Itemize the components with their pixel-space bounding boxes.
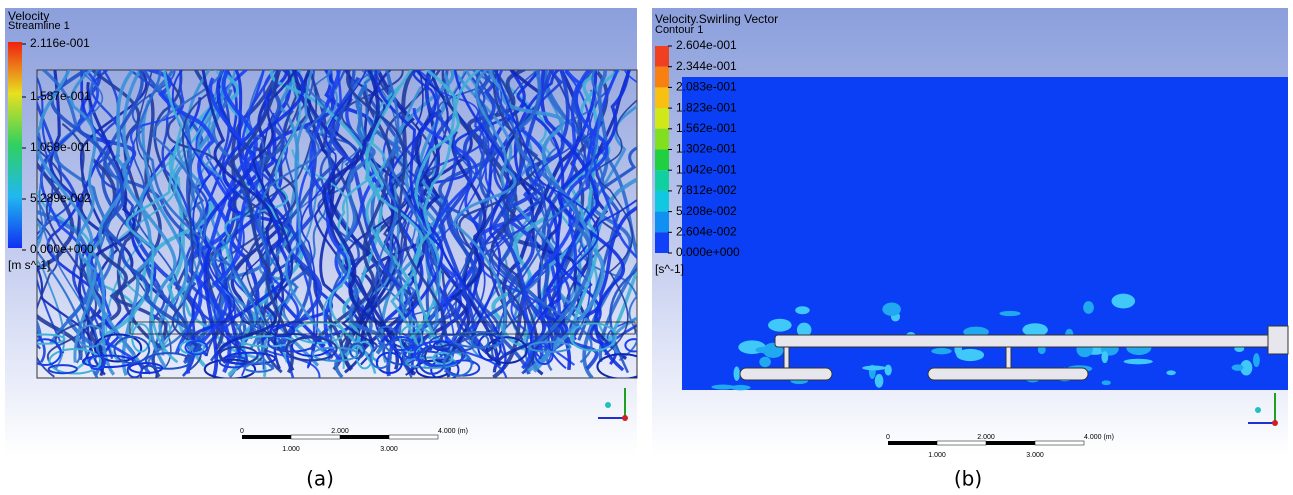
legend-label: 5.208e-002 xyxy=(676,204,737,218)
legend-label: 7.812e-002 xyxy=(676,183,737,197)
colorbar-band xyxy=(655,67,669,88)
legend-label: 2.344e-001 xyxy=(676,59,737,73)
contour-patch xyxy=(711,385,734,390)
legend-label: 2.604e-002 xyxy=(676,224,737,238)
colorbar-band xyxy=(655,170,669,191)
contour-patch xyxy=(956,349,984,361)
colorbar-band xyxy=(655,46,669,67)
scale-label: 2.000 xyxy=(331,428,349,435)
contour-patch xyxy=(1166,370,1176,375)
contour-patch xyxy=(1083,301,1094,314)
contour-patch xyxy=(1232,364,1244,370)
legend-label: 5.289e-002 xyxy=(30,191,91,205)
contour-patch xyxy=(795,306,809,314)
contour-patch xyxy=(759,357,771,368)
legend-label: 1.587e-001 xyxy=(30,89,91,103)
scale-label: 1.000 xyxy=(282,446,300,453)
page: {"panels": [ {"title": "Velocity", "subt… xyxy=(0,0,1293,495)
colorbar-band xyxy=(655,87,669,108)
legend-label: 1.562e-001 xyxy=(676,121,737,135)
colorbar-band xyxy=(655,232,669,253)
contour-patch xyxy=(931,348,951,355)
scale-label: 0 xyxy=(240,428,244,435)
caption: (b) xyxy=(954,467,982,491)
colorbar-band xyxy=(655,191,669,212)
legend-label: 1.302e-001 xyxy=(676,142,737,156)
legend-unit: [m s^-1] xyxy=(8,258,50,272)
contour-patch xyxy=(1253,353,1260,367)
contour-patch xyxy=(862,366,886,371)
legend-label: 1.058e-001 xyxy=(30,140,91,154)
figure: VelocityStreamline 12.116e-0011.587e-001… xyxy=(0,0,1293,495)
legend-label: 1.823e-001 xyxy=(676,100,737,114)
colorbar-band xyxy=(655,108,669,129)
colorbar-band xyxy=(655,150,669,171)
legend-label: 0.000e+000 xyxy=(30,242,94,256)
contour-patch xyxy=(875,374,884,388)
scale-label: 0 xyxy=(886,434,890,441)
scale-label: 3.000 xyxy=(380,446,398,453)
legend-label: 1.042e-001 xyxy=(676,162,737,176)
scale-label: 2.000 xyxy=(977,434,995,441)
contour-patch xyxy=(999,311,1020,316)
scale-label: 1.000 xyxy=(928,452,946,459)
contour-patch xyxy=(734,366,740,380)
legend-label: 2.604e-001 xyxy=(676,38,737,52)
scale-label: 4.000 (m) xyxy=(1084,434,1114,441)
contour-patch xyxy=(768,319,792,332)
contour-patch xyxy=(882,303,901,316)
legend-subtitle: Contour 1 xyxy=(655,24,703,36)
colorbar-band xyxy=(655,212,669,233)
scale-label: 3.000 xyxy=(1026,452,1044,459)
legend-label: 2.083e-001 xyxy=(676,80,737,94)
legend-subtitle: Streamline 1 xyxy=(8,20,70,32)
colorbar xyxy=(8,42,22,248)
contour-patch xyxy=(885,365,892,376)
contour-patch xyxy=(1124,359,1153,365)
scale-label: 4.000 (m) xyxy=(438,428,468,435)
caption: (a) xyxy=(306,467,334,491)
colorbar-band xyxy=(655,129,669,150)
contour-patch xyxy=(1101,351,1108,363)
contour-patch xyxy=(1112,294,1136,309)
legend-unit: [s^-1] xyxy=(655,262,684,276)
colorbar xyxy=(655,46,669,253)
contour-patch xyxy=(1102,380,1111,385)
legend-label: 2.116e-001 xyxy=(30,36,90,50)
legend-label: 0.000e+000 xyxy=(676,245,740,259)
